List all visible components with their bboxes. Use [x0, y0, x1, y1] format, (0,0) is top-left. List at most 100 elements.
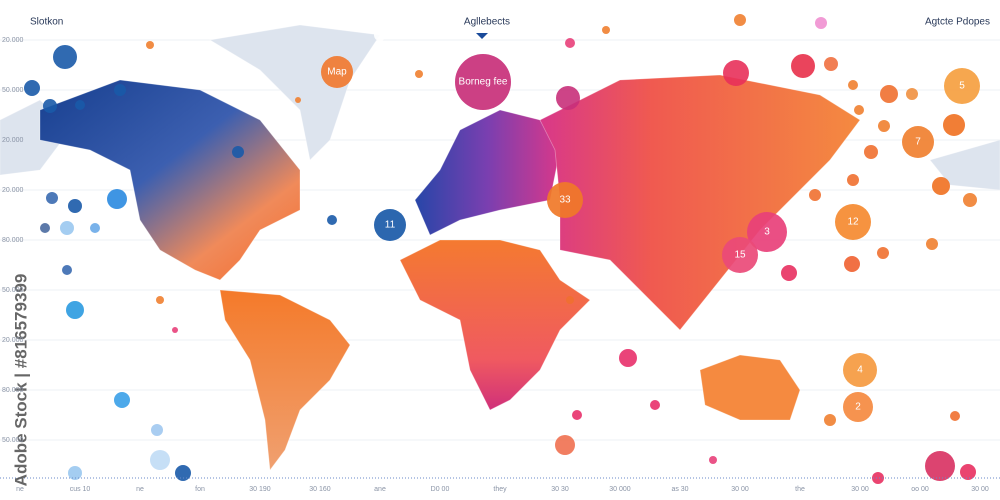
- bubble-label: 12: [847, 217, 859, 228]
- dot: [566, 296, 574, 304]
- right-title: Agtcte Pdopes: [925, 17, 990, 28]
- bottom-axis-label: D0 00: [431, 486, 450, 493]
- dot: [809, 189, 821, 201]
- bottom-axis-label: 30 190: [249, 486, 271, 493]
- dot: [824, 57, 838, 71]
- europe: [414, 109, 561, 236]
- bubble: [722, 237, 758, 273]
- continents: [0, 24, 1000, 472]
- dot: [295, 97, 301, 103]
- left-axis-label: 80.000: [2, 387, 24, 394]
- bottom-axis-label: 30 00: [731, 486, 749, 493]
- bottom-axis-label: cus 10: [70, 486, 91, 493]
- dot: [24, 80, 40, 96]
- dot: [572, 410, 582, 420]
- dot: [175, 465, 191, 481]
- bubble-label: 5: [959, 81, 965, 92]
- dot: [848, 80, 858, 90]
- bubble: [547, 182, 583, 218]
- bottom-axis-label: the: [795, 486, 805, 493]
- dot: [46, 192, 58, 204]
- bottom-axis-label: 30 00: [971, 486, 989, 493]
- dot: [880, 85, 898, 103]
- left-axis-label: 20.000: [2, 37, 24, 44]
- bubble-label: Borneg fee: [459, 77, 508, 88]
- dot: [114, 392, 130, 408]
- bubble-label: 11: [385, 220, 396, 231]
- south-america: [219, 289, 351, 472]
- title-marker: [476, 33, 488, 39]
- dot: [734, 14, 746, 26]
- dot: [555, 435, 575, 455]
- bubble-label: 7: [915, 137, 921, 148]
- left-axis-label: 50.000: [2, 87, 24, 94]
- bubble: [902, 126, 934, 158]
- bottom-axis-label: 30 30: [551, 486, 569, 493]
- dot: [926, 238, 938, 250]
- dot: [963, 193, 977, 207]
- dot: [62, 265, 72, 275]
- dot: [556, 86, 580, 110]
- dot: [107, 189, 127, 209]
- dot: [864, 145, 878, 159]
- left-title: Slotkon: [30, 17, 63, 28]
- dot: [66, 301, 84, 319]
- bubble: [374, 209, 406, 241]
- bottom-axis-label: fon: [195, 486, 205, 493]
- dot: [791, 54, 815, 78]
- left-axis-label: 50.000: [2, 287, 24, 294]
- dot: [53, 45, 77, 69]
- dot: [878, 120, 890, 132]
- dot: [172, 327, 178, 333]
- dot: [815, 17, 827, 29]
- dot: [925, 451, 955, 481]
- center-title: Agllebects: [464, 17, 510, 28]
- watermark: Adobe Stock | #816579399: [11, 274, 30, 487]
- dot: [950, 411, 960, 421]
- dot: [872, 472, 884, 484]
- australia: [699, 354, 801, 421]
- dot: [650, 400, 660, 410]
- dot: [709, 456, 717, 464]
- bubbles: Map Borneg fee 33 11 12 3 15 7 5 4 2: [321, 54, 980, 422]
- dot: [68, 466, 82, 480]
- bubble: [321, 56, 353, 88]
- bottom-axis-label: oo 00: [911, 486, 929, 493]
- bottom-axis-label: 30 000: [609, 486, 631, 493]
- bottom-axis-label: 30 00: [851, 486, 869, 493]
- dot: [781, 265, 797, 281]
- dot: [844, 256, 860, 272]
- left-axis-label: 20.000: [2, 137, 24, 144]
- dot: [150, 450, 170, 470]
- bubble-label: 3: [764, 227, 770, 238]
- left-axis-label: 20.000: [2, 337, 24, 344]
- bubble: [843, 392, 873, 422]
- dot: [906, 88, 918, 100]
- bubble: [455, 54, 511, 110]
- dot: [90, 223, 100, 233]
- dot: [68, 199, 82, 213]
- bottom-axis-label: they: [493, 486, 507, 493]
- bottom-axis-label: as 30: [671, 486, 688, 493]
- bubble: [835, 204, 871, 240]
- bubble: [843, 353, 877, 387]
- dot: [60, 221, 74, 235]
- dot: [232, 146, 244, 158]
- bottom-axis-label: ne: [136, 486, 144, 493]
- east-shelf: [929, 139, 1000, 191]
- asia: [539, 74, 861, 331]
- dot: [75, 100, 85, 110]
- dot: [960, 464, 976, 480]
- bubble-label: 15: [734, 250, 746, 261]
- bottom-axis-label: ane: [374, 486, 386, 493]
- dot: [415, 70, 423, 78]
- bottom-axis-label: 30 160: [309, 486, 331, 493]
- dot: [602, 26, 610, 34]
- left-axis-label: 50.000: [2, 437, 24, 444]
- dot: [847, 174, 859, 186]
- dot: [43, 99, 57, 113]
- dot: [619, 349, 637, 367]
- bubble: [747, 212, 787, 252]
- dot: [932, 177, 950, 195]
